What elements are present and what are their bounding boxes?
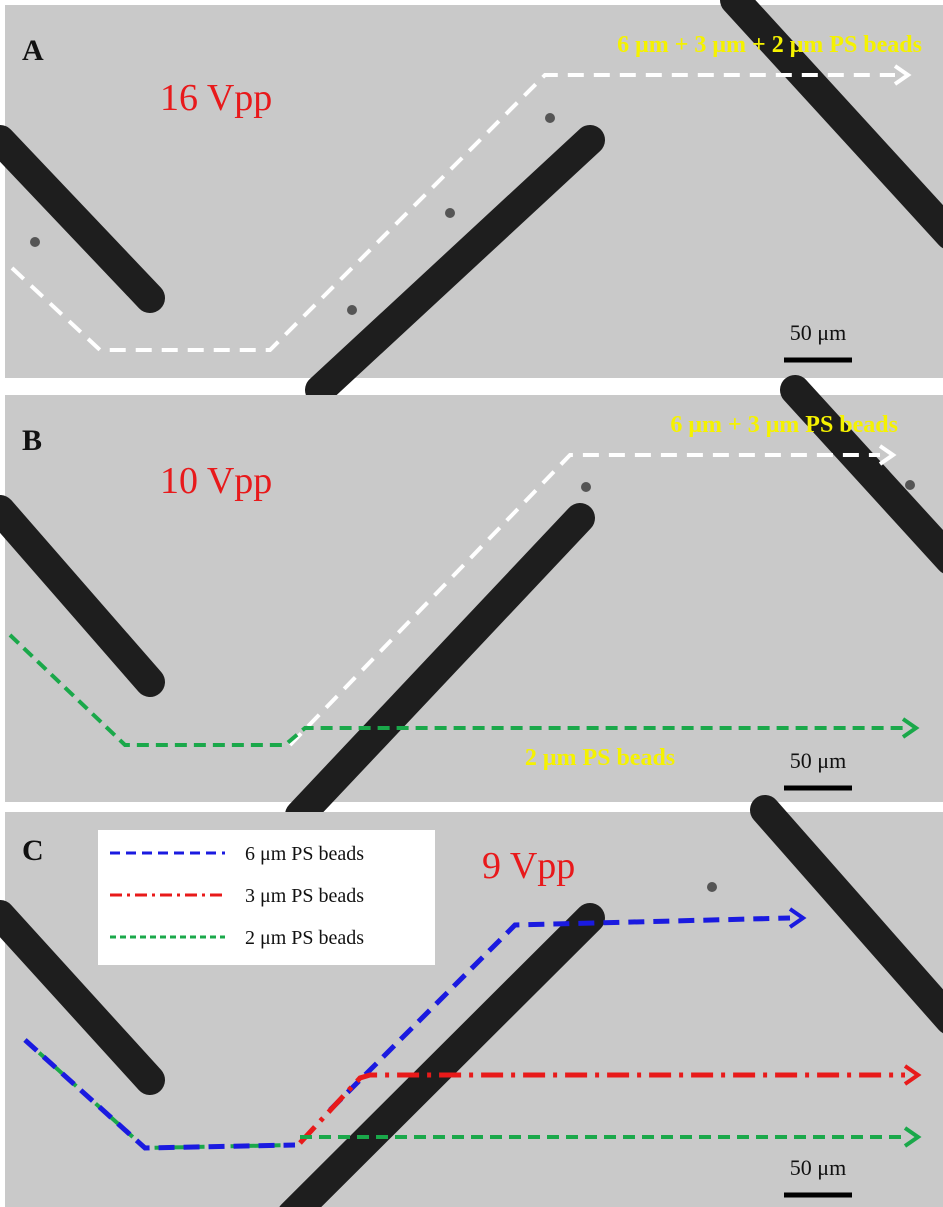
path-label: 6 μm + 3 μm + 2 μm PS beads bbox=[617, 32, 922, 58]
path-label: 2 μm PS beads bbox=[525, 745, 675, 771]
bead bbox=[30, 237, 40, 247]
bead bbox=[581, 482, 591, 492]
scale-bar-label: 50 μm bbox=[790, 1155, 846, 1180]
bead bbox=[707, 882, 717, 892]
scale-bar-label: 50 μm bbox=[790, 320, 846, 345]
path-label: 6 μm + 3 μm PS beads bbox=[670, 412, 898, 438]
panel-label: A bbox=[22, 34, 44, 67]
panel-b: B 10 Vpp 6 μm + 3 μm PS beads 2 μm PS be… bbox=[0, 390, 943, 815]
panel-label: C bbox=[22, 834, 44, 867]
scale-bar-label: 50 μm bbox=[790, 748, 846, 773]
bead bbox=[445, 208, 455, 218]
bead bbox=[545, 113, 555, 123]
legend-label: 2 μm PS beads bbox=[245, 927, 364, 949]
bead bbox=[347, 305, 357, 315]
figure: A 16 Vpp 6 μm + 3 μm + 2 μm PS beads 50 … bbox=[0, 0, 943, 1207]
panel-c: 6 μm PS beads 3 μm PS beads 2 μm PS bead… bbox=[0, 810, 943, 1207]
bead bbox=[905, 480, 915, 490]
panel-label: B bbox=[22, 424, 42, 457]
panel-a: A 16 Vpp 6 μm + 3 μm + 2 μm PS beads 50 … bbox=[0, 0, 943, 390]
legend-label: 6 μm PS beads bbox=[245, 843, 364, 865]
voltage-label: 9 Vpp bbox=[482, 845, 575, 887]
voltage-label: 10 Vpp bbox=[160, 460, 272, 502]
legend-label: 3 μm PS beads bbox=[245, 885, 364, 907]
voltage-label: 16 Vpp bbox=[160, 77, 272, 119]
